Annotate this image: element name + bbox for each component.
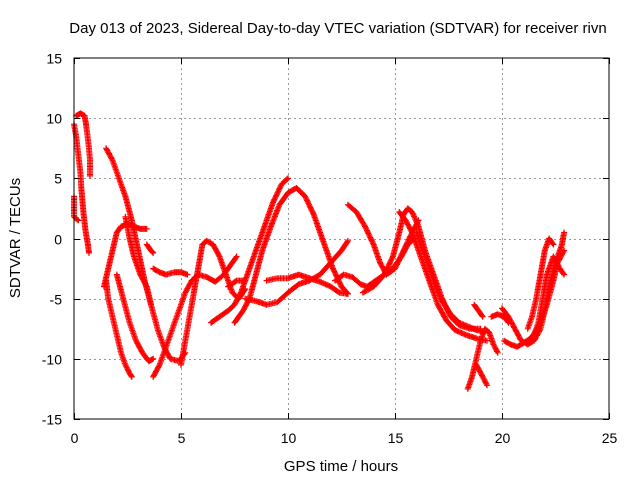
chart-title: Day 013 of 2023, Sidereal Day-to-day VTE…	[69, 20, 606, 37]
grid	[74, 58, 609, 419]
series-arc-n	[231, 185, 351, 326]
series-arc-k	[178, 237, 249, 368]
series-arc-h	[122, 213, 154, 308]
data-marker-trace	[73, 110, 93, 179]
x-tick-label: 0	[71, 430, 79, 446]
plot-frame	[73, 57, 610, 420]
series-arc-o	[225, 277, 249, 290]
series-arc-v	[413, 229, 488, 336]
series-arc-b	[73, 110, 93, 179]
data-marker-trace	[524, 235, 557, 332]
x-tick-label: 20	[495, 430, 511, 446]
data-marks	[71, 110, 568, 392]
x-tick-label: 15	[388, 430, 404, 446]
y-tick-label: -10	[42, 352, 62, 368]
data-marker-trace	[464, 325, 501, 392]
data-marker-trace	[471, 301, 486, 320]
data-marker-trace	[225, 277, 249, 290]
series-arc-g	[113, 271, 157, 365]
series-arc-l	[150, 265, 191, 278]
y-tick-label: 15	[46, 51, 62, 67]
data-marker-trace	[396, 209, 490, 344]
series-arc-u	[396, 209, 490, 344]
series-arc-w	[464, 325, 501, 392]
series-arc-z	[488, 311, 512, 326]
x-tick-label: 10	[281, 430, 297, 446]
series-arc-i	[143, 241, 157, 256]
series-arc-t	[359, 205, 484, 332]
data-marker-trace	[101, 221, 150, 290]
series-arc-y	[471, 301, 486, 320]
data-marker-trace	[150, 265, 191, 278]
data-marker-trace	[178, 237, 249, 368]
data-marker-trace	[473, 361, 490, 389]
y-tick-label: 0	[54, 232, 62, 248]
data-marker-trace	[413, 229, 488, 336]
series-arc-ad	[531, 253, 568, 338]
x-tick-label: 5	[178, 430, 186, 446]
y-tick-label: 10	[46, 111, 62, 127]
y-tick-label: -15	[42, 412, 62, 428]
data-marker-trace	[113, 271, 157, 365]
data-marker-trace	[359, 205, 484, 332]
y-tick-label: 5	[54, 171, 62, 187]
data-marker-trace	[531, 253, 568, 338]
data-marker-trace	[263, 271, 351, 297]
series-arc-f	[101, 221, 150, 290]
series-arc-ac	[524, 235, 557, 332]
y-tick-label: -5	[50, 292, 63, 308]
y-axis-title: SDTVAR / TECUs	[7, 178, 24, 298]
data-marker-trace	[143, 241, 157, 256]
data-marker-trace	[122, 213, 154, 308]
data-marker-trace	[231, 185, 351, 326]
data-marker-trace	[488, 311, 512, 326]
x-axis-title: GPS time / hours	[284, 458, 398, 475]
series-arc-x	[473, 361, 490, 389]
series-arc-q	[263, 271, 351, 297]
axis-ticks: 0 5 10 15 20 25 -15 -10 -5 0 5 10 15	[42, 51, 618, 447]
x-tick-label: 25	[602, 430, 618, 446]
